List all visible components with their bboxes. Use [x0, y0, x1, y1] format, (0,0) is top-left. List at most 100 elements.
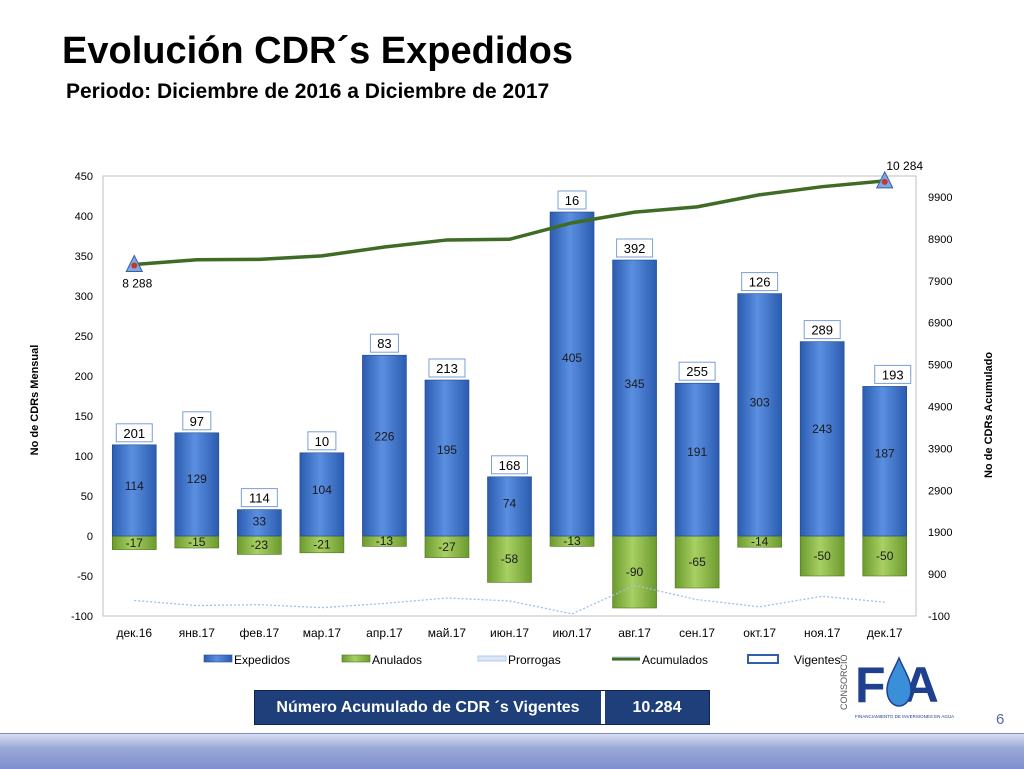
vigentes-value-label: 289: [811, 323, 833, 338]
y-tick-label: 100: [75, 451, 93, 463]
y-tick-label: 450: [75, 171, 93, 183]
x-tick-label: май.17: [428, 626, 467, 640]
anulados-value-label: -14: [751, 535, 769, 549]
vigentes-box: [240, 488, 278, 508]
y2-tick-label: 8900: [928, 234, 952, 246]
x-tick-label: фев.17: [240, 626, 280, 640]
x-tick-label: ноя.17: [804, 626, 841, 640]
vigentes-value-label: 114: [249, 491, 270, 506]
expedidos-value-label: 104: [312, 483, 332, 497]
anulados-value-label: -13: [376, 534, 394, 548]
legend-swatch: [341, 654, 371, 663]
acumulados-line: [134, 179, 885, 267]
anulados-bar: [612, 535, 657, 609]
y-tick-label: 200: [75, 371, 93, 383]
y-tick-label: 150: [75, 411, 93, 423]
x-tick-label: дек.16: [116, 626, 152, 640]
x-tick-label: дек.17: [867, 626, 903, 640]
vigentes-box: [557, 190, 587, 210]
page-number: 6: [996, 711, 1005, 728]
vigentes-value-label: 83: [377, 336, 391, 351]
vigentes-value-label: 97: [190, 414, 204, 429]
y2-tick-label: 3900: [928, 443, 952, 455]
y2-tick-label: 1900: [928, 527, 952, 539]
vigentes-value-label: 201: [123, 426, 145, 441]
y2-tick-label: 9900: [928, 192, 952, 204]
y-tick-label: 250: [75, 331, 93, 343]
prorrogas-line: [134, 584, 885, 615]
anulados-value-label: -50: [814, 549, 832, 563]
anulados-value-label: -21: [313, 537, 331, 551]
vigentes-box: [741, 272, 779, 292]
vigentes-box: [803, 320, 841, 340]
summary-value: 10.284: [603, 691, 709, 724]
y-tick-label: 400: [75, 211, 93, 223]
acumulados-marker-dot: [881, 178, 888, 185]
anulados-value-label: -15: [188, 535, 206, 549]
expedidos-bar: [674, 382, 720, 537]
y2-tick-label: 4900: [928, 401, 952, 413]
y2-axis-title: No de CDRs Acumulado: [983, 352, 995, 478]
y-tick-label: -100: [71, 611, 93, 623]
fia-logo: CONSORCIO FA FINANCIAMIENTO DE INVERSION…: [839, 654, 954, 719]
y2-tick-label: 900: [928, 569, 946, 581]
vigentes-value-label: 392: [624, 241, 646, 256]
vigentes-box: [491, 455, 528, 475]
expedidos-value-label: 33: [253, 514, 267, 528]
summary-box: Número Acumulado de CDR ´s Vigentes 10.2…: [254, 690, 710, 725]
anulados-bar: [674, 535, 720, 589]
acumulados-last-label: 10 284: [886, 159, 923, 173]
vigentes-box: [182, 411, 212, 431]
y-tick-label: 300: [75, 291, 93, 303]
anulados-bar: [799, 535, 845, 577]
expedidos-value-label: 195: [437, 443, 457, 457]
vigentes-box: [678, 361, 716, 381]
acumulados-first-label: 8 288: [122, 277, 152, 291]
legend-label: Vigentes: [794, 653, 840, 667]
vigentes-value-label: 10: [315, 434, 329, 449]
y2-tick-label: 6900: [928, 318, 952, 330]
footer-band: [0, 733, 1024, 769]
expedidos-bar: [362, 354, 407, 537]
vigentes-box: [115, 423, 153, 443]
vigentes-box: [874, 364, 912, 384]
x-tick-label: авг.17: [618, 626, 651, 640]
legend-swatch: [747, 654, 779, 664]
expedidos-bar: [737, 293, 782, 537]
expedidos-bar: [424, 379, 470, 537]
anulados-value-label: -13: [563, 534, 581, 548]
expedidos-bar: [612, 259, 657, 537]
anulados-value-label: -50: [876, 549, 894, 563]
expedidos-bar: [237, 509, 282, 537]
page-title: Evolución CDR´s Expedidos: [62, 30, 573, 72]
y2-tick-label: 7900: [928, 276, 952, 288]
acumulados-marker-dot: [131, 262, 138, 269]
legend-swatch: [203, 654, 233, 663]
anulados-value-label: -90: [626, 565, 644, 579]
vigentes-box: [616, 238, 654, 258]
legend-label: Anulados: [372, 653, 422, 667]
summary-label: Número Acumulado de CDR ´s Vigentes: [255, 691, 603, 724]
anulados-value-label: -23: [251, 538, 269, 552]
water-drop-icon: [886, 656, 912, 707]
expedidos-value-label: 187: [875, 447, 895, 461]
legend-label: Acumulados: [642, 653, 708, 667]
anulados-value-label: -17: [126, 536, 144, 550]
vigentes-box: [307, 431, 337, 451]
y-tick-label: 350: [75, 251, 93, 263]
anulados-value-label: -65: [688, 555, 706, 569]
expedidos-value-label: 243: [812, 422, 832, 436]
y-tick-label: 50: [81, 491, 93, 503]
vigentes-value-label: 168: [499, 458, 521, 473]
page-subtitle: Periodo: Diciembre de 2016 a Diciembre d…: [66, 80, 550, 103]
vigentes-value-label: 193: [882, 367, 904, 382]
anulados-bar: [487, 535, 532, 583]
y2-tick-label: -100: [928, 611, 950, 623]
x-tick-label: июл.17: [552, 626, 591, 640]
logo-tagline: FINANCIAMIENTO DE INVERSIONES EN AGUA: [855, 714, 954, 719]
expedidos-value-label: 74: [503, 496, 517, 510]
y2-tick-label: 5900: [928, 360, 952, 372]
expedidos-bar: [862, 386, 908, 537]
anulados-value-label: -27: [438, 540, 456, 554]
expedidos-bar: [487, 476, 532, 537]
